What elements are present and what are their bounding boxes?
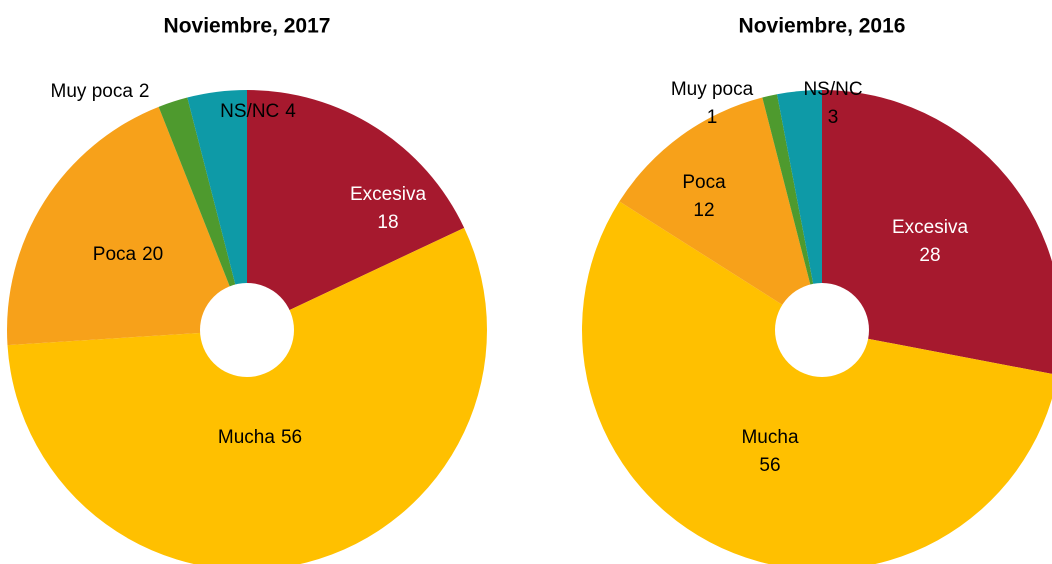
- slice-label: Excesiva 18: [350, 184, 426, 233]
- slice-category: Poca: [682, 172, 726, 193]
- slice-category: NS/NC: [220, 101, 279, 122]
- slice-label: Muy poca 1: [671, 79, 754, 128]
- slice-value: 56: [759, 455, 780, 476]
- pie-slice: [777, 90, 822, 330]
- slice-category: Mucha: [218, 427, 275, 448]
- pie-slice: [187, 90, 247, 330]
- slice-value: 4: [285, 101, 296, 122]
- slice-category: NS/NC: [803, 79, 862, 100]
- slice-category: Mucha: [741, 427, 798, 448]
- slice-value: 1: [707, 107, 718, 128]
- slice-label: Poca 20: [93, 244, 163, 265]
- slice-label: NS/NC 4: [220, 101, 296, 122]
- donut-hole: [200, 283, 294, 377]
- chart-title: Noviembre, 2017: [164, 15, 331, 38]
- slice-category: Poca: [93, 244, 137, 265]
- slice-category: Muy poca: [51, 81, 134, 102]
- slice-category: Excesiva: [350, 184, 426, 205]
- chart-title: Noviembre, 2016: [739, 15, 906, 38]
- pie-slice: [619, 97, 822, 330]
- pie-slice: [822, 90, 1052, 374]
- slice-label: Excesiva 28: [892, 217, 968, 266]
- slice-value: 56: [281, 427, 302, 448]
- pie-slice: [762, 94, 822, 330]
- slice-value: 18: [377, 212, 398, 233]
- slice-value: 12: [693, 200, 714, 221]
- pie-slice: [6, 106, 247, 346]
- slice-value: 2: [139, 81, 150, 102]
- slice-label: NS/NC 3: [803, 79, 862, 128]
- donut-hole: [775, 283, 869, 377]
- slice-label: Mucha 56: [218, 427, 302, 448]
- slice-category: Muy poca: [671, 79, 754, 100]
- pie-slice: [247, 90, 465, 330]
- pie-slice: [158, 97, 247, 330]
- slice-value: 28: [919, 245, 940, 266]
- slice-value: 3: [828, 107, 839, 128]
- slice-label: Poca 12: [682, 172, 726, 221]
- slice-value: 20: [142, 244, 163, 265]
- slice-category: Excesiva: [892, 217, 968, 238]
- pie-slice: [7, 227, 487, 564]
- pie-slice: [582, 201, 1052, 564]
- slice-label: Mucha 56: [741, 427, 798, 476]
- slice-label: Muy poca 2: [51, 81, 150, 102]
